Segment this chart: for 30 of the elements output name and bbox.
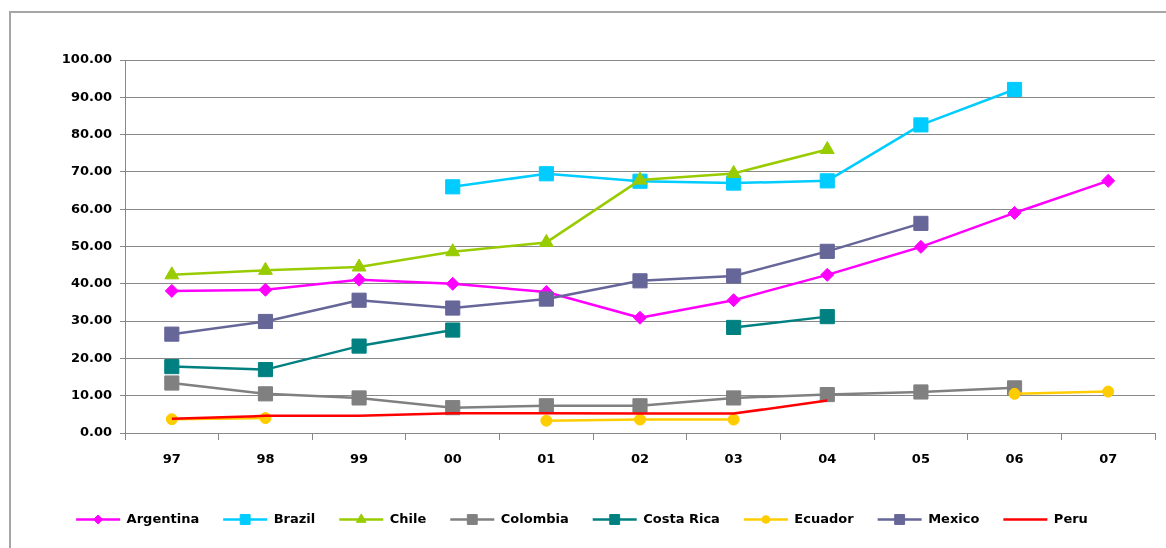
x-tick-label: 00 — [443, 451, 462, 467]
y-tick-label: 90.00 — [70, 88, 112, 104]
legend-label: Peru — [1053, 510, 1088, 526]
y-tick-label: 20.00 — [70, 349, 112, 365]
y-tick-label: 0.00 — [79, 424, 112, 440]
y-tick-label: 100.00 — [61, 51, 112, 67]
legend-label: Ecuador — [794, 510, 855, 526]
legend-label: Brazil — [273, 510, 316, 526]
x-tick-label: 02 — [630, 451, 650, 467]
x-tick-label: 06 — [1005, 451, 1024, 467]
x-tick-label: 97 — [162, 451, 181, 467]
legend-label: Colombia — [500, 510, 569, 526]
legend-label: Mexico — [928, 510, 980, 526]
x-tick-label: 07 — [1099, 451, 1118, 467]
y-tick-label: 30.00 — [70, 312, 112, 328]
x-tick-label: 01 — [537, 451, 556, 467]
y-tick-label: 80.00 — [70, 125, 112, 141]
x-tick-label: 98 — [256, 451, 275, 467]
y-tick-label: 50.00 — [70, 237, 112, 253]
y-tick-label: 60.00 — [70, 200, 112, 216]
legend-label: Argentina — [126, 510, 200, 526]
y-tick-label: 10.00 — [70, 387, 112, 403]
x-tick-label: 05 — [911, 451, 930, 467]
legend-label: Chile — [389, 510, 427, 526]
y-tick-label: 40.00 — [70, 275, 112, 291]
x-tick-label: 04 — [818, 451, 837, 467]
x-tick-label: 03 — [724, 451, 743, 467]
x-tick-label: 99 — [350, 451, 369, 467]
legend-label: Costa Rica — [643, 510, 720, 526]
y-tick-label: 70.00 — [70, 163, 112, 179]
